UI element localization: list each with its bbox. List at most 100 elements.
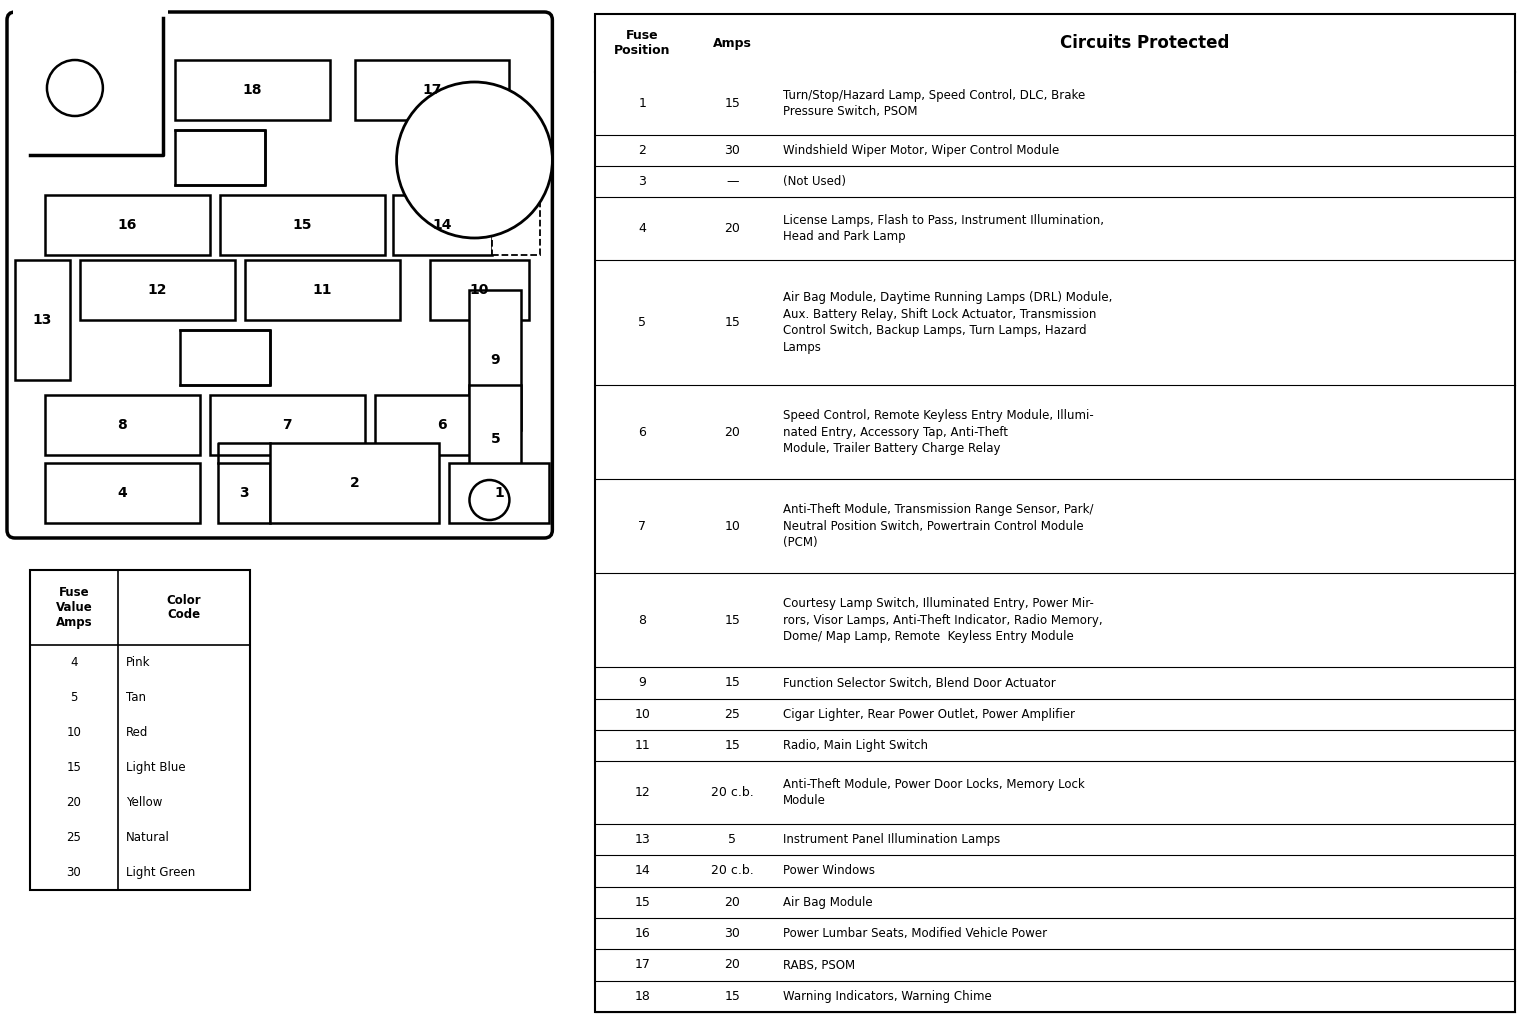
Text: 2: 2	[638, 143, 646, 157]
Text: 5: 5	[491, 432, 500, 446]
Text: Light Blue: Light Blue	[126, 761, 185, 774]
Text: Power Windows: Power Windows	[783, 864, 876, 878]
Text: Yellow: Yellow	[126, 796, 163, 809]
Text: 15: 15	[634, 896, 651, 909]
Text: Cigar Lighter, Rear Power Outlet, Power Amplifier: Cigar Lighter, Rear Power Outlet, Power …	[783, 708, 1075, 721]
Text: 20 c.b.: 20 c.b.	[711, 864, 754, 878]
Text: 11: 11	[634, 739, 651, 753]
Text: 18: 18	[243, 83, 261, 97]
Text: Circuits Protected: Circuits Protected	[1061, 34, 1230, 52]
Text: 16: 16	[634, 927, 651, 940]
Text: 20: 20	[725, 896, 740, 909]
Text: 25: 25	[725, 708, 740, 721]
Bar	[430, 260, 529, 319]
Bar	[30, 570, 249, 890]
Text: 12: 12	[147, 283, 167, 297]
Text: Pink: Pink	[126, 656, 150, 669]
Text: Anti-Theft Module, Power Door Locks, Memory Lock
Module: Anti-Theft Module, Power Door Locks, Mem…	[783, 778, 1085, 807]
Text: Tan: Tan	[126, 691, 146, 705]
Bar	[217, 463, 269, 523]
Text: 4: 4	[117, 486, 128, 500]
Text: Anti-Theft Module, Transmission Range Sensor, Park/
Neutral Position Switch, Pow: Anti-Theft Module, Transmission Range Se…	[783, 504, 1093, 549]
Text: Natural: Natural	[126, 831, 170, 844]
Text: Speed Control, Remote Keyless Entry Module, Illumi-
nated Entry, Accessory Tap, : Speed Control, Remote Keyless Entry Modu…	[783, 410, 1093, 456]
Text: 6: 6	[438, 418, 447, 432]
Text: 15: 15	[725, 613, 740, 627]
Circle shape	[47, 60, 103, 116]
Text: RABS, PSOM: RABS, PSOM	[783, 958, 854, 972]
Text: 10: 10	[725, 520, 740, 532]
Text: Courtesy Lamp Switch, Illuminated Entry, Power Mir-
rors, Visor Lamps, Anti-Thef: Courtesy Lamp Switch, Illuminated Entry,…	[783, 597, 1102, 643]
Bar	[210, 395, 365, 455]
Bar	[179, 330, 269, 385]
Text: 3: 3	[638, 175, 646, 188]
Text: 13: 13	[33, 313, 52, 327]
Text: 15: 15	[67, 761, 82, 774]
Text: Red: Red	[126, 726, 149, 739]
Text: 7: 7	[638, 520, 646, 532]
Text: 2: 2	[350, 476, 359, 490]
Text: 10: 10	[470, 283, 489, 297]
Text: 14: 14	[634, 864, 651, 878]
Bar	[374, 395, 509, 455]
Text: Air Bag Module, Daytime Running Lamps (DRL) Module,
Aux. Battery Relay, Shift Lo: Air Bag Module, Daytime Running Lamps (D…	[783, 292, 1113, 354]
Text: 11: 11	[313, 283, 331, 297]
Text: Turn/Stop/Hazard Lamp, Speed Control, DLC, Brake
Pressure Switch, PSOM: Turn/Stop/Hazard Lamp, Speed Control, DL…	[783, 89, 1085, 118]
Text: 20 c.b.: 20 c.b.	[711, 786, 754, 799]
Text: 12: 12	[634, 786, 651, 799]
Bar	[392, 195, 492, 255]
Text: 5: 5	[638, 316, 646, 329]
Text: 9: 9	[491, 353, 500, 367]
Bar	[450, 463, 549, 523]
Text: 13: 13	[634, 834, 651, 846]
Text: 20: 20	[67, 796, 82, 809]
Text: 30: 30	[725, 927, 740, 940]
Bar	[175, 60, 330, 120]
Text: 6: 6	[638, 426, 646, 439]
Text: 4: 4	[638, 222, 646, 236]
Text: 10: 10	[634, 708, 651, 721]
Text: Light Green: Light Green	[126, 866, 195, 879]
Text: Power Lumbar Seats, Modified Vehicle Power: Power Lumbar Seats, Modified Vehicle Pow…	[783, 927, 1047, 940]
Text: 15: 15	[725, 990, 740, 1002]
Text: (Not Used): (Not Used)	[783, 175, 845, 188]
Text: Instrument Panel Illumination Lamps: Instrument Panel Illumination Lamps	[783, 834, 1000, 846]
Text: 1: 1	[638, 97, 646, 110]
Circle shape	[470, 480, 509, 520]
Text: 5: 5	[70, 691, 78, 705]
Text: Fuse
Value
Amps: Fuse Value Amps	[56, 586, 93, 629]
Bar	[14, 0, 167, 155]
Text: 17: 17	[423, 83, 442, 97]
Text: 15: 15	[725, 739, 740, 753]
Text: 15: 15	[725, 97, 740, 110]
Text: 1: 1	[494, 486, 505, 500]
Text: —: —	[727, 175, 739, 188]
Text: 4: 4	[70, 656, 78, 669]
Text: 25: 25	[67, 831, 82, 844]
Text: 8: 8	[638, 613, 646, 627]
Text: 17: 17	[634, 958, 651, 972]
Bar	[46, 195, 210, 255]
Text: 8: 8	[117, 418, 128, 432]
Bar	[269, 443, 439, 523]
Text: Color
Code: Color Code	[167, 594, 201, 622]
Text: 20: 20	[725, 426, 740, 439]
Text: 15: 15	[725, 316, 740, 329]
Bar	[220, 195, 385, 255]
Text: 16: 16	[117, 218, 137, 232]
Bar	[46, 395, 199, 455]
Bar	[245, 260, 400, 319]
Text: Air Bag Module: Air Bag Module	[783, 896, 872, 909]
Bar	[470, 385, 521, 493]
Text: 9: 9	[638, 677, 646, 689]
Text: 5: 5	[728, 834, 736, 846]
Text: 30: 30	[725, 143, 740, 157]
Bar	[175, 130, 264, 185]
Text: 15: 15	[292, 218, 312, 232]
Bar	[15, 260, 70, 380]
Circle shape	[397, 82, 552, 238]
Text: License Lamps, Flash to Pass, Instrument Illumination,
Head and Park Lamp: License Lamps, Flash to Pass, Instrument…	[783, 214, 1104, 244]
Text: Radio, Main Light Switch: Radio, Main Light Switch	[783, 739, 927, 753]
FancyBboxPatch shape	[8, 12, 552, 538]
Text: Fuse
Position: Fuse Position	[614, 29, 670, 57]
